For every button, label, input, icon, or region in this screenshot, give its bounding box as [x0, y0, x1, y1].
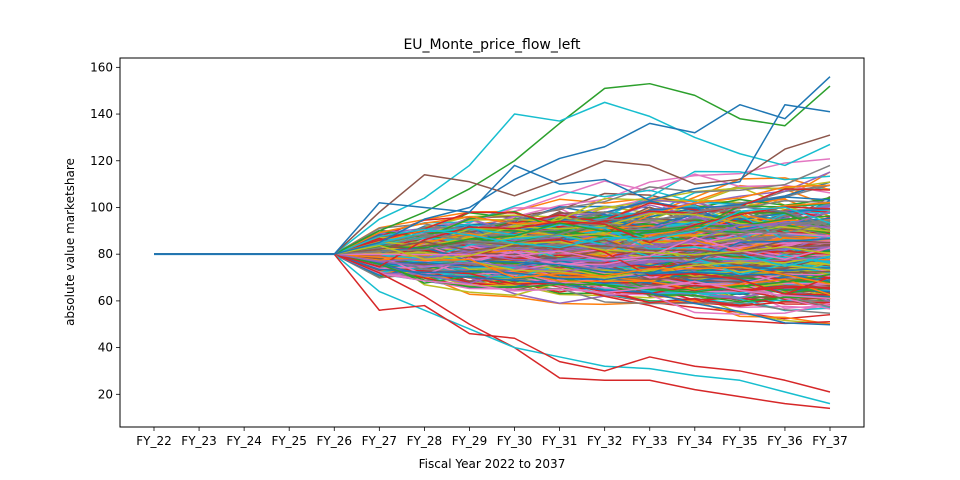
y-tick-label: 60	[98, 294, 113, 308]
y-axis: 20 40 60 80 100 120 140 160	[90, 60, 120, 401]
x-tick-label: FY_25	[271, 434, 307, 448]
x-tick-label: FY_24	[226, 434, 262, 448]
x-tick-label: FY_37	[812, 434, 848, 448]
x-tick-label: FY_30	[497, 434, 533, 448]
x-tick-label: FY_34	[677, 434, 713, 448]
y-tick-label: 100	[90, 200, 113, 214]
plot-area-frame	[119, 57, 865, 428]
y-tick-label: 140	[90, 107, 113, 121]
x-tick-label: FY_23	[181, 434, 217, 448]
series-layer	[154, 76, 831, 410]
y-tick-label: 20	[98, 387, 113, 401]
y-axis-label: absolute value marketshare	[63, 158, 77, 326]
x-axis-label: Fiscal Year 2022 to 2037	[419, 457, 566, 471]
chart-title: EU_Monte_price_flow_left	[403, 37, 581, 53]
x-tick-label: FY_27	[362, 434, 398, 448]
x-tick-label: FY_26	[317, 434, 353, 448]
x-tick-label: FY_36	[767, 434, 803, 448]
x-tick-label: FY_33	[632, 434, 668, 448]
y-tick-label: 160	[90, 60, 113, 74]
y-tick-label: 40	[98, 341, 113, 355]
y-tick-label: 80	[98, 247, 113, 261]
x-tick-label: FY_31	[542, 434, 578, 448]
x-tick-label: FY_32	[587, 434, 623, 448]
y-tick-label: 120	[90, 154, 113, 168]
x-axis: FY_22 FY_23 FY_24 FY_25 FY_26 FY_27 FY_28 FY_29…	[136, 427, 848, 448]
x-tick-label: FY_35	[722, 434, 758, 448]
x-tick-label: FY_29	[452, 434, 488, 448]
x-tick-label: FY_22	[136, 434, 172, 448]
x-tick-label: FY_28	[407, 434, 443, 448]
